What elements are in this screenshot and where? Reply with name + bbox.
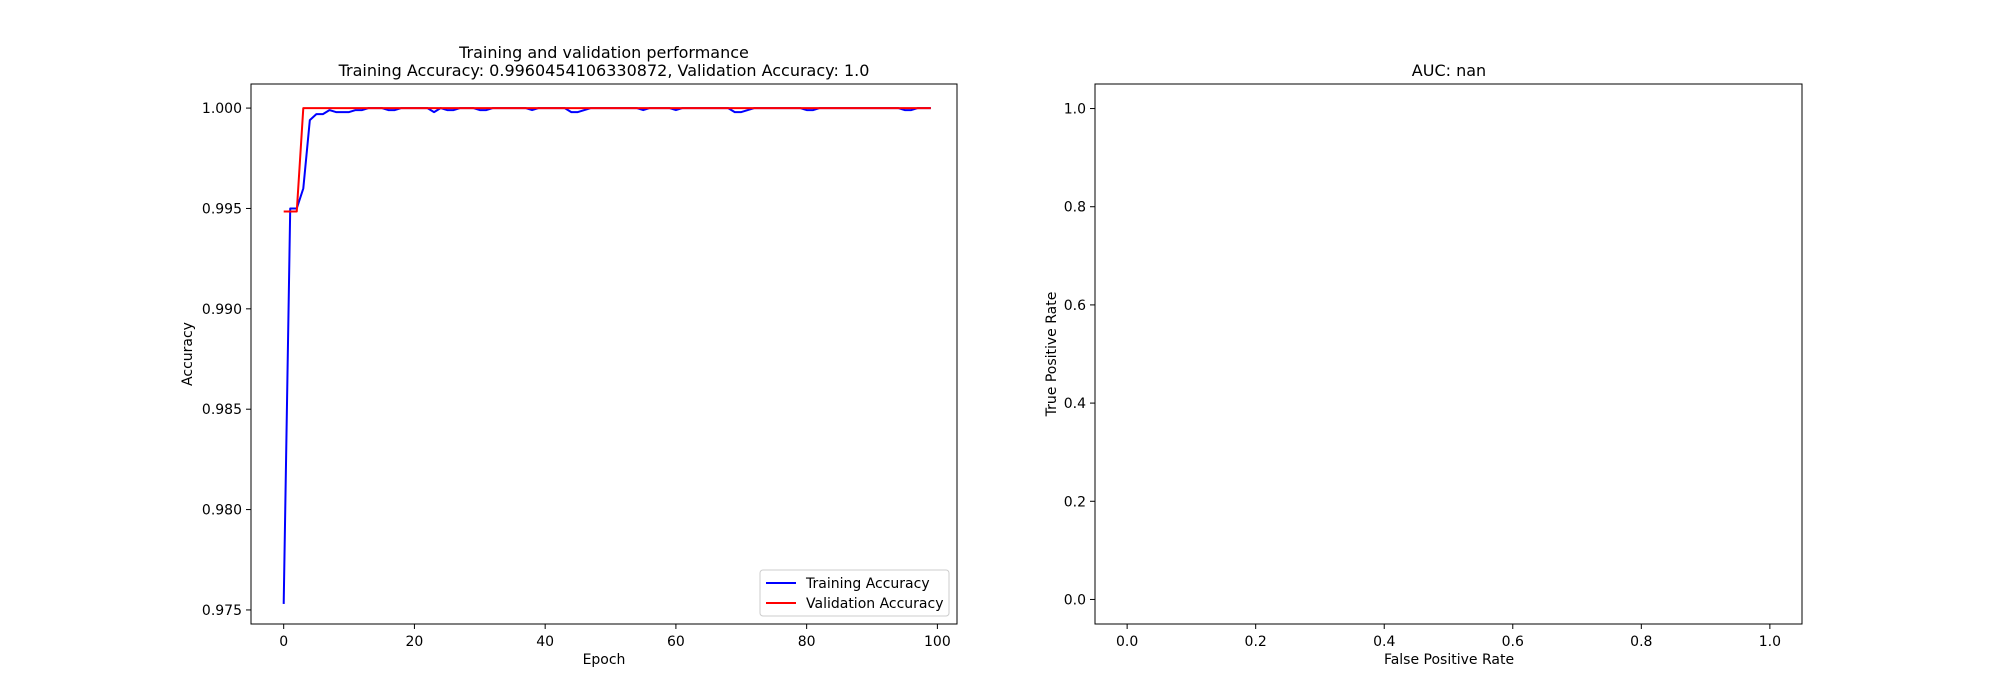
accuracy-series-lines bbox=[282, 107, 931, 604]
roc-x-tick-label: 1.0 bbox=[1759, 634, 1781, 650]
accuracy-chart: Training and validation performance Trai… bbox=[180, 43, 958, 668]
roc-x-ticks: 0.0 0.2 0.4 0.6 0.8 1.0 bbox=[1116, 624, 1781, 650]
accuracy-y-tick-label: 0.995 bbox=[202, 201, 242, 217]
roc-x-tick-label: 0.2 bbox=[1245, 634, 1267, 650]
accuracy-y-tick-label: 0.990 bbox=[202, 302, 242, 318]
roc-y-ticks: 0.0 0.2 0.4 0.6 0.8 1.0 bbox=[1064, 102, 1095, 608]
roc-chart: AUC: nan 0.0 0.2 0.4 0.6 0.8 1.0 0.0 0.2 0.4 0.6… bbox=[1044, 61, 1803, 668]
roc-plot-frame bbox=[1094, 83, 1803, 625]
legend-validation-accuracy-label: Validation Accuracy bbox=[806, 596, 944, 612]
accuracy-x-tick-label: 60 bbox=[667, 634, 685, 650]
accuracy-y-tick-label: 0.985 bbox=[202, 402, 242, 418]
accuracy-y-tick-label: 1.000 bbox=[202, 101, 242, 117]
roc-x-tick-label: 0.0 bbox=[1116, 634, 1138, 650]
roc-y-tick-label: 0.6 bbox=[1064, 298, 1086, 314]
accuracy-y-tick-label: 0.975 bbox=[202, 603, 242, 619]
roc-y-tick-label: 0.4 bbox=[1064, 396, 1086, 412]
accuracy-x-ticks: 0 20 40 60 80 100 bbox=[279, 624, 951, 650]
accuracy-x-axis-label: Epoch bbox=[583, 652, 626, 668]
accuracy-legend: Training Accuracy Validation Accuracy bbox=[759, 569, 950, 617]
accuracy-x-tick-label: 100 bbox=[924, 634, 951, 650]
accuracy-x-tick-label: 80 bbox=[798, 634, 816, 650]
accuracy-y-ticks: 0.975 0.980 0.985 0.990 0.995 1.000 bbox=[202, 101, 251, 619]
accuracy-x-tick-label: 0 bbox=[279, 634, 288, 650]
roc-x-axis-label: False Positive Rate bbox=[1384, 652, 1514, 668]
accuracy-chart-title: Training and validation performance bbox=[458, 43, 749, 62]
accuracy-legend-box bbox=[759, 569, 950, 617]
roc-y-tick-label: 0.8 bbox=[1064, 200, 1086, 216]
accuracy-y-axis-label: Accuracy bbox=[180, 322, 196, 386]
series-line-validation-accuracy bbox=[283, 107, 931, 213]
roc-y-axis-label: True Positive Rate bbox=[1044, 292, 1060, 418]
roc-y-tick-label: 1.0 bbox=[1064, 102, 1086, 118]
accuracy-plot-frame bbox=[250, 83, 958, 625]
roc-x-tick-label: 0.6 bbox=[1502, 634, 1524, 650]
accuracy-x-tick-label: 40 bbox=[536, 634, 554, 650]
roc-x-tick-label: 0.8 bbox=[1630, 634, 1652, 650]
accuracy-x-tick-label: 20 bbox=[406, 634, 424, 650]
roc-y-tick-label: 0.2 bbox=[1064, 494, 1086, 510]
roc-x-tick-label: 0.4 bbox=[1373, 634, 1395, 650]
accuracy-chart-subtitle: Training Accuracy: 0.9960454106330872, V… bbox=[338, 61, 870, 80]
roc-y-tick-label: 0.0 bbox=[1064, 592, 1086, 608]
roc-chart-title: AUC: nan bbox=[1412, 61, 1486, 80]
legend-training-accuracy-label: Training Accuracy bbox=[805, 576, 930, 592]
accuracy-y-tick-label: 0.980 bbox=[202, 503, 242, 519]
